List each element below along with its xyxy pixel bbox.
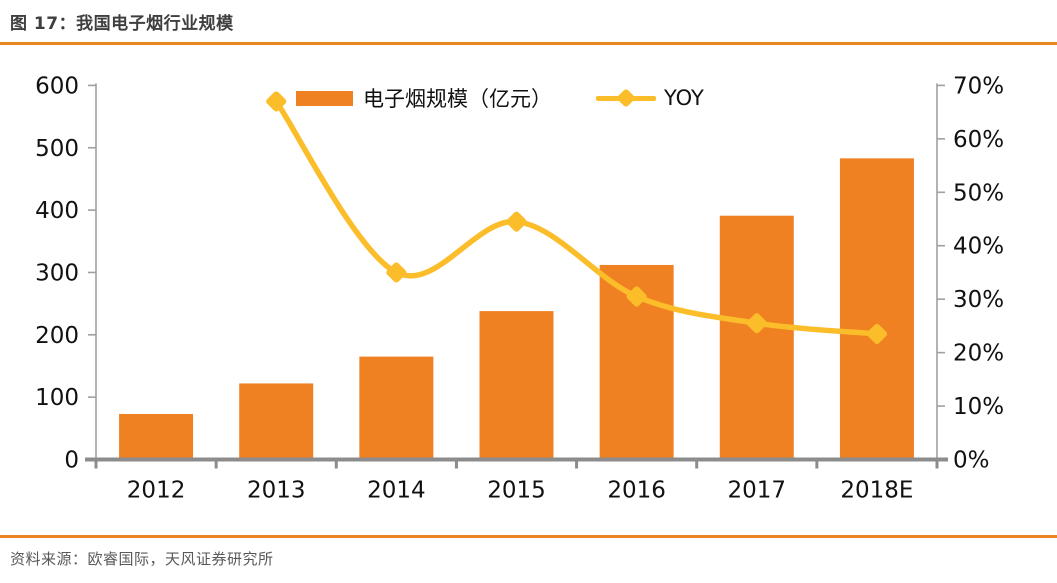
x-axis-label-2017: 2017 [728, 478, 787, 504]
yoy-marker [626, 286, 647, 307]
bar-2017 [719, 215, 794, 460]
x-axis-label-2013: 2013 [247, 478, 306, 504]
yoy-marker [266, 91, 287, 112]
title-divider [0, 42, 1057, 45]
legend-item-scale: 电子烟规模（亿元） [296, 83, 552, 113]
left-axis-tick-label: 200 [35, 323, 79, 349]
right-axis-tick-label: 20% [953, 341, 1004, 367]
right-axis-tick-label: 30% [953, 287, 1004, 313]
source-note: 资料来源：欧睿国际，天风证券研究所 [10, 550, 274, 568]
figure-title: 图 17：我国电子烟行业规模 [10, 14, 234, 34]
right-axis-tick-label: 10% [953, 394, 1004, 420]
bar-2012 [119, 413, 194, 460]
x-axis-label-2015: 2015 [487, 478, 546, 504]
right-axis-tick-label: 0% [953, 448, 990, 474]
source-divider [0, 535, 1057, 538]
bar-2013 [239, 383, 314, 460]
yoy-marker [866, 323, 887, 344]
bar-2018E [839, 158, 914, 460]
x-axis-label-2012: 2012 [127, 478, 186, 504]
yoy-marker [506, 211, 527, 232]
right-axis-tick-label: 50% [953, 180, 1004, 206]
right-axis-tick-label: 70% [953, 73, 1004, 99]
yoy-marker [746, 313, 767, 334]
left-axis-tick-label: 500 [35, 136, 79, 162]
left-axis-tick-label: 600 [35, 73, 79, 99]
legend-label-yoy: YOY [664, 86, 704, 110]
chart-legend: 电子烟规模（亿元） YOY [296, 83, 704, 113]
legend-label-scale: 电子烟规模（亿元） [363, 87, 552, 111]
x-axis-label-2018E: 2018E [840, 478, 913, 504]
right-axis-tick-label: 60% [953, 127, 1004, 153]
x-axis-label-2016: 2016 [607, 478, 666, 504]
line-series-marker-icon [596, 87, 656, 108]
left-axis-tick-label: 400 [35, 198, 79, 224]
yoy-marker [386, 262, 407, 283]
left-axis-tick-label: 300 [35, 260, 79, 286]
right-axis-tick-label: 40% [953, 234, 1004, 260]
legend-item-yoy: YOY [596, 86, 704, 110]
left-axis-tick-label: 0 [64, 448, 79, 474]
bar-series-swatch-icon [296, 90, 353, 106]
left-axis-tick-label: 100 [35, 385, 79, 411]
x-axis-label-2014: 2014 [367, 478, 426, 504]
bar-2014 [359, 356, 434, 460]
bar-2015 [479, 311, 554, 460]
